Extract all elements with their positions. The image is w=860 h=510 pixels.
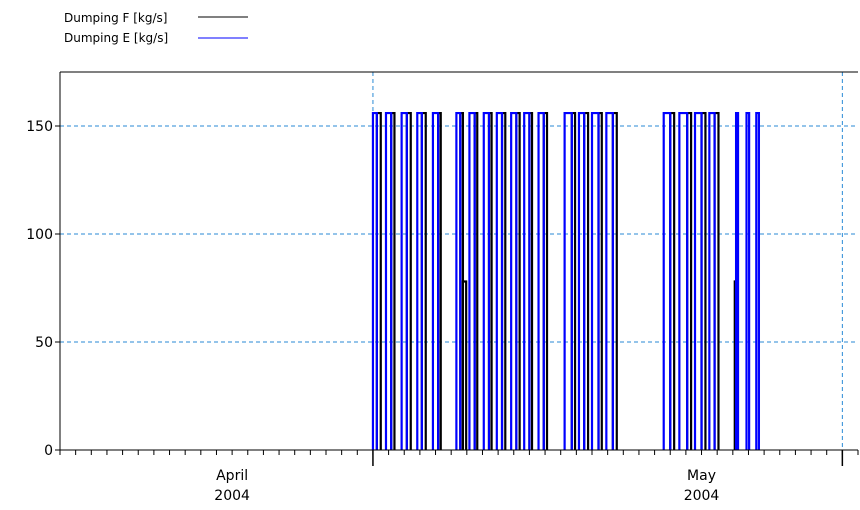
series-pulse: [400, 111, 408, 450]
axis-labels: 0 50 100 150 April 2004 May 2004: [26, 119, 719, 504]
series-pulse: [577, 111, 586, 450]
series-dumping-e: [371, 111, 761, 450]
series-pulse: [523, 111, 531, 450]
series-pulse: [461, 280, 468, 450]
series-pulse: [468, 111, 476, 450]
x-tick-label-year: 2004: [214, 488, 250, 504]
x-tick-label-year: 2004: [684, 488, 720, 504]
series-layer: [371, 111, 761, 450]
legend: Dumping F [kg/s] Dumping E [kg/s]: [64, 11, 248, 45]
series-pulse: [662, 111, 672, 450]
series-pulse: [482, 111, 491, 450]
series-pulse: [734, 111, 740, 450]
y-tick-label: 150: [26, 119, 53, 135]
series-pulse: [416, 111, 423, 450]
series-pulse: [537, 111, 545, 450]
series-pulse: [745, 111, 751, 450]
series-pulse: [755, 111, 761, 450]
axes: [55, 71, 859, 466]
series-pulse: [605, 111, 614, 450]
x-tick-label-month: April: [216, 468, 248, 484]
series-pulse: [563, 111, 573, 450]
series-pulse: [590, 111, 600, 450]
x-tick-label-month: May: [687, 468, 716, 484]
series-pulse: [371, 111, 378, 450]
series-pulse: [708, 111, 716, 450]
series-dumping-f: [375, 111, 738, 450]
series-pulse: [693, 111, 703, 450]
y-tick-label: 0: [44, 443, 53, 459]
series-pulse: [495, 111, 504, 450]
series-pulse: [678, 111, 689, 450]
series-pulse: [431, 111, 440, 450]
y-tick-label: 50: [35, 335, 53, 351]
legend-label-dumping-e: Dumping E [kg/s]: [64, 31, 168, 45]
series-pulse: [455, 111, 462, 450]
y-tick-label: 100: [26, 227, 53, 243]
legend-label-dumping-f: Dumping F [kg/s]: [64, 11, 167, 25]
series-pulse: [510, 111, 518, 450]
series-pulse: [384, 111, 393, 450]
